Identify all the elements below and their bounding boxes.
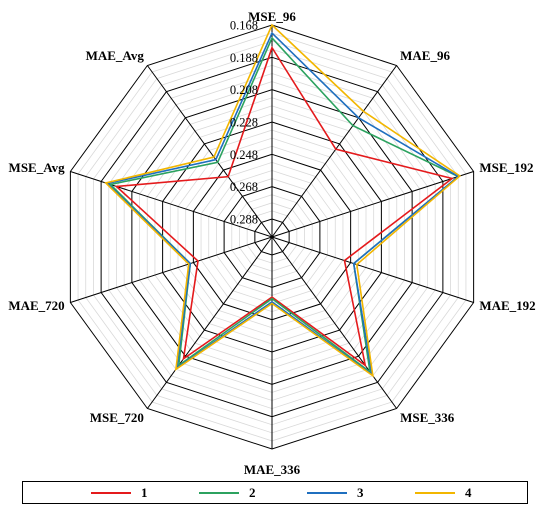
radar-series — [104, 23, 462, 378]
radial-tick-label: 0.208 — [230, 83, 258, 97]
legend-label-3: 3 — [357, 485, 364, 500]
grid-spoke — [70, 236, 273, 303]
axis-label: MAE_Avg — [86, 48, 145, 63]
grid-spoke — [146, 236, 273, 409]
series-line-2 — [108, 36, 460, 374]
axis-label: MAE_336 — [244, 462, 301, 477]
grid-spoke — [271, 236, 398, 409]
legend-label-1: 1 — [141, 485, 148, 500]
grid-spoke — [271, 65, 398, 238]
legend-swatch-3 — [307, 492, 347, 494]
grid-spoke — [271, 236, 474, 303]
grid-spoke — [271, 171, 474, 238]
radial-tick-label: 0.288 — [230, 212, 258, 226]
axis-label: MSE_96 — [248, 9, 296, 24]
axis-label: MSE_336 — [400, 410, 455, 425]
legend-label-2: 2 — [249, 485, 256, 500]
axis-label: MAE_720 — [8, 298, 64, 313]
axis-label: MAE_96 — [400, 48, 450, 63]
legend-item-4: 4 — [415, 484, 472, 502]
series-line-1 — [114, 45, 454, 368]
series-line-3 — [105, 31, 460, 377]
radar-chart: 0.168 0.188 0.208 0.228 0.248 0.268 0.288 MSE_… — [8, 9, 535, 477]
axis-label: MSE_720 — [90, 410, 144, 425]
legend: 1 2 3 4 — [22, 481, 528, 504]
radial-tick-label: 0.268 — [230, 180, 258, 194]
legend-item-2: 2 — [199, 484, 256, 502]
grid-spoke — [146, 65, 273, 238]
radar-grid — [69, 24, 475, 450]
axis-label: MSE_192 — [479, 160, 533, 175]
legend-swatch-2 — [199, 492, 239, 494]
axis-label: MAE_192 — [479, 298, 535, 313]
axis-label: MSE_Avg — [9, 160, 66, 175]
legend-item-3: 3 — [307, 484, 364, 502]
radial-tick-label: 0.248 — [230, 148, 258, 162]
radial-tick-labels: 0.168 0.188 0.208 0.228 0.248 0.268 0.288 — [230, 19, 258, 227]
axis-labels: MSE_96 MAE_96 MSE_192 MAE_192 MSE_336 MAE_336… — [8, 9, 535, 477]
radial-tick-label: 0.228 — [230, 115, 258, 129]
series-line-4 — [104, 23, 462, 378]
radial-tick-label: 0.168 — [230, 19, 258, 33]
legend-swatch-4 — [415, 492, 455, 494]
legend-swatch-1 — [91, 492, 131, 494]
grid-spoke — [70, 171, 273, 238]
legend-label-4: 4 — [465, 485, 472, 500]
legend-item-1: 1 — [91, 484, 148, 502]
radial-tick-label: 0.188 — [230, 51, 258, 65]
